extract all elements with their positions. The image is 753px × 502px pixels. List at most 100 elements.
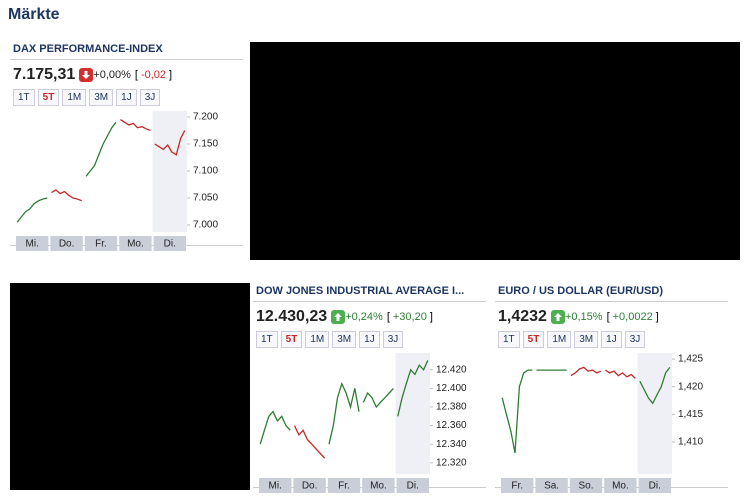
range-tab[interactable]: 1T (13, 89, 35, 106)
price-line (51, 189, 82, 202)
range-tabs: 1T 5T 1M 3M 1J 3J (253, 328, 486, 351)
range-tabs: 1T 5T 1M 3M 1J 3J (495, 328, 728, 351)
icon-arrow (334, 313, 343, 321)
trend-icon (79, 68, 94, 82)
bracket: [ (134, 69, 138, 81)
day-label-bg (638, 478, 671, 493)
y-tick-label: 7.000 (193, 220, 218, 231)
x-tick-label: Di. (407, 481, 419, 492)
change-pct: +0,00% (93, 69, 131, 81)
price: 12.430,23 (256, 308, 328, 325)
y-tick-label: 12.320 (436, 457, 467, 468)
y-tick-label: 1,410 (678, 437, 703, 448)
y-tick-label: 12.400 (436, 383, 467, 394)
day-label-bg (293, 478, 326, 493)
chart: 12.320 12.340 12.360 12.380 12.400 12.420 Mi. D… (259, 353, 467, 493)
price-line (397, 360, 429, 417)
price-row: 7.175,31 +0,00%[-0,02] (10, 60, 243, 86)
range-tab[interactable]: 3J (139, 89, 161, 106)
y-tick-label: 12.380 (436, 402, 467, 413)
range-tab[interactable]: 1M (62, 89, 87, 106)
price-line (293, 425, 326, 459)
bracket: [ (386, 311, 390, 323)
range-tab[interactable]: 5T (522, 331, 545, 348)
current-day-shade (637, 353, 672, 474)
bracket: ] (169, 69, 173, 81)
x-tick-label: Mo. (612, 481, 629, 492)
y-tick-label: 7.050 (193, 193, 218, 204)
day-label-bg (84, 236, 118, 251)
price-line (570, 366, 602, 377)
range-tab[interactable]: 1T (256, 331, 278, 348)
day-label-bg (396, 478, 429, 493)
range-tabs: 1T 5T 1M 3M 1J 3J (10, 86, 243, 109)
x-tick-label: Di. (649, 481, 661, 492)
chart: 1,410 1,415 1,420 1,425 Fr. Sa. So. Mo. Di. (501, 353, 703, 493)
icon-arrow (553, 313, 562, 321)
range-tab[interactable]: 3J (624, 331, 646, 348)
bracket: ] (655, 311, 659, 323)
widget-title[interactable]: EURO / US DOLLAR (EUR/USD) (495, 282, 728, 302)
icon-arrow (82, 71, 91, 79)
market-widget: DAX PERFORMANCE-INDEX 7.175,31 +0,00%[-0,0… (10, 40, 243, 251)
range-tab[interactable]: 1T (498, 331, 520, 348)
y-tick-label: 7.200 (193, 112, 218, 123)
price-line (85, 121, 117, 177)
range-tab[interactable]: 5T (280, 331, 303, 348)
day-label-bg (119, 236, 152, 251)
range-tab[interactable]: 3J (382, 331, 404, 348)
trend-icon (331, 310, 346, 324)
x-tick-label: Mo. (127, 239, 144, 250)
y-tick-label: 12.340 (436, 439, 467, 450)
range-tab[interactable]: 1J (601, 331, 622, 348)
current-day-shade (395, 353, 430, 474)
range-tab[interactable]: 1M (547, 331, 572, 348)
price-line (120, 119, 151, 132)
change-pct: +0,24% (345, 311, 383, 323)
day-label-bg (535, 478, 568, 493)
change-abs: -0,02 (140, 69, 167, 81)
x-tick-label: Do. (302, 481, 318, 492)
current-day-shade (152, 111, 187, 232)
redacted-area (10, 283, 250, 490)
price-line (328, 381, 360, 445)
price-line (501, 369, 533, 454)
day-label-bg (569, 478, 603, 493)
day-label-bg (604, 478, 637, 493)
bracket: [ (606, 311, 610, 323)
x-tick-label: Do. (59, 239, 75, 250)
range-tab[interactable]: 3M (332, 331, 357, 348)
range-tab[interactable]: 1M (305, 331, 330, 348)
y-tick-label: 1,415 (678, 409, 703, 420)
change-abs: +0,0022 (612, 311, 653, 323)
range-tab[interactable]: 5T (37, 89, 60, 106)
range-tab[interactable]: 1J (116, 89, 137, 106)
day-label-bg (153, 236, 186, 251)
redacted-area (250, 42, 740, 260)
y-tick-label: 1,420 (678, 381, 703, 392)
day-label-bg (259, 478, 292, 493)
range-tab[interactable]: 3M (574, 331, 599, 348)
price-line (362, 387, 394, 409)
change-abs: +30,20 (392, 311, 427, 323)
market-widget: EURO / US DOLLAR (EUR/USD) 1,4232 +0,15%[+… (495, 282, 728, 493)
price-row: 1,4232 +0,15%[+0,0022] (495, 302, 728, 328)
y-tick-label: 7.100 (193, 166, 218, 177)
range-tab[interactable]: 3M (89, 89, 114, 106)
x-tick-label: Sa. (544, 481, 559, 492)
page-title: Märkte (8, 6, 60, 23)
x-tick-label: Fr. (95, 239, 107, 250)
widget-title[interactable]: DOW JONES INDUSTRIAL AVERAGE I... (253, 282, 486, 302)
bracket: ] (429, 311, 433, 323)
y-tick-label: 12.420 (436, 364, 467, 375)
widget-title[interactable]: DAX PERFORMANCE-INDEX (10, 40, 243, 60)
price-line (259, 410, 291, 445)
y-tick-label: 7.150 (193, 139, 218, 150)
day-label-bg (327, 478, 361, 493)
y-tick-label: 1,425 (678, 354, 703, 365)
range-tab[interactable]: 1J (359, 331, 380, 348)
price-line (16, 197, 48, 223)
chart: 7.000 7.050 7.100 7.150 7.200 Mi. Do. Fr. Mo. Di. (16, 111, 218, 251)
price-line (639, 367, 671, 405)
